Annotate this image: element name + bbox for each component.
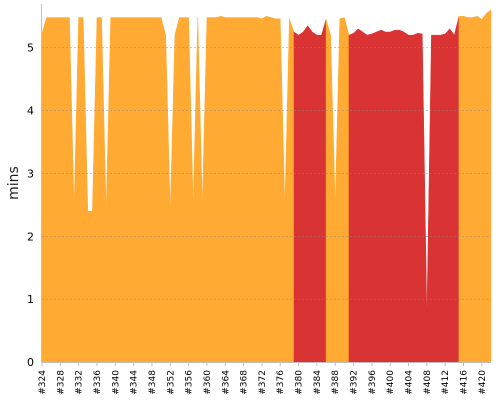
y-tick-label: 1 xyxy=(27,293,34,306)
x-tick-label: #380 xyxy=(295,370,305,395)
x-tick-label: #360 xyxy=(203,370,213,395)
y-tick-label: 0 xyxy=(27,356,34,369)
x-tick-label: #340 xyxy=(111,370,121,395)
x-tick-label: #324 xyxy=(38,370,48,395)
x-tick-label: #376 xyxy=(276,370,286,395)
x-tick-label: #404 xyxy=(405,370,415,395)
y-tick-label: 3 xyxy=(27,167,34,180)
x-tick-label: #416 xyxy=(460,370,470,395)
y-tick-labels: 0 1 2 3 4 5 xyxy=(27,42,34,369)
x-tick-label: #420 xyxy=(478,370,488,395)
x-tick-label: #364 xyxy=(221,370,231,395)
x-tick-label: #372 xyxy=(258,370,268,395)
x-tick-label: #332 xyxy=(75,370,85,395)
x-tick-label: #352 xyxy=(166,370,176,395)
x-tick-label: #396 xyxy=(368,370,378,395)
x-tick-label: #400 xyxy=(386,370,396,395)
y-tick-label: 2 xyxy=(27,230,34,243)
x-tick-label: #336 xyxy=(93,370,103,395)
x-tick-label: #384 xyxy=(313,370,323,395)
x-tick-label: #356 xyxy=(185,370,195,395)
x-tick-label: #328 xyxy=(56,370,66,395)
x-tick-label: #344 xyxy=(130,370,140,395)
grid-layer xyxy=(42,47,491,300)
x-tick-label: #392 xyxy=(350,370,360,395)
x-tick-label: #348 xyxy=(148,370,158,395)
x-tick-label: #368 xyxy=(240,370,250,395)
area-segment-failed xyxy=(348,16,460,363)
x-tick-label: #388 xyxy=(331,370,341,395)
axis-layer xyxy=(41,4,491,366)
x-tick-label: #412 xyxy=(441,370,451,395)
area-segment-failed xyxy=(293,19,327,363)
y-axis-title: mins xyxy=(6,166,22,200)
area-layer xyxy=(41,9,492,363)
y-tick-label: 5 xyxy=(27,42,34,55)
x-tick-labels: #324 #328 #332 #336 #340 #344 #348 #352 #356 #360… xyxy=(38,370,488,395)
area-segment-unstable xyxy=(458,9,492,363)
area-segment-unstable xyxy=(325,17,350,363)
y-tick-label: 4 xyxy=(27,105,34,118)
area-segment-unstable xyxy=(41,16,295,363)
x-tick-label: #408 xyxy=(423,370,433,395)
